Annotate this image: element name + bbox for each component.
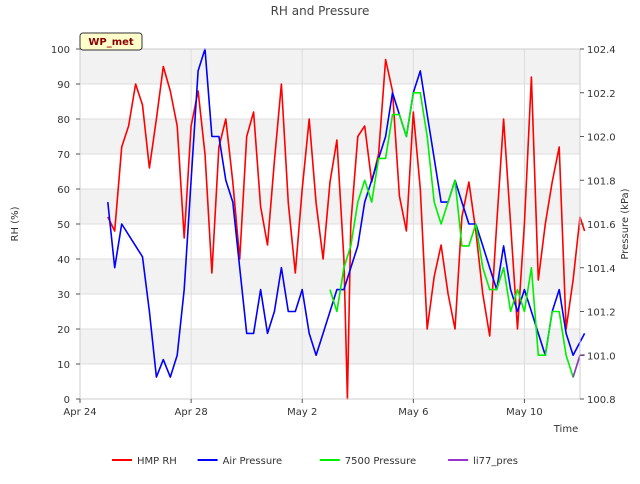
legend-label: 7500 Pressure — [345, 456, 416, 467]
x-axis: Apr 24 Apr 28 May 2 May 6 May 10 — [63, 399, 543, 418]
legend-item: 7500 Pressure — [319, 456, 416, 467]
y-left-tick-label: 20 — [57, 325, 70, 336]
y-left-tick-label: 50 — [57, 220, 70, 231]
x-tick-label: May 2 — [287, 407, 317, 418]
y-axis-right-title: Pressure (kPa) — [620, 188, 631, 259]
grid-band — [80, 329, 580, 364]
legend: HMP RH Air Pressure 7500 Pressure li77_pres — [112, 456, 518, 467]
y-right-tick-label: 101.8 — [587, 176, 616, 187]
y-left-tick-label: 40 — [57, 255, 70, 266]
y-left-tick-label: 100 — [51, 45, 70, 56]
series-line-7500-pressure — [329, 92, 581, 378]
site-badge: WP_met — [79, 32, 143, 51]
legend-label: li77_pres — [473, 456, 518, 467]
y-axis-left-title: RH (%) — [10, 206, 21, 241]
y-right-tick-label: 102.0 — [587, 133, 616, 144]
y-left-tick-label: 70 — [57, 150, 70, 161]
y-right-tick-label: 101.4 — [587, 264, 616, 275]
y-left-tick-label: 90 — [57, 80, 70, 91]
y-right-tick-label: 100.8 — [587, 395, 616, 406]
x-tick-label: Apr 28 — [175, 407, 208, 418]
x-tick-label: Apr 24 — [63, 407, 96, 418]
grid-band — [80, 189, 580, 224]
chart-title: RH and Pressure — [271, 4, 370, 18]
y-right-tick-label: 101.2 — [587, 308, 616, 319]
y-left-tick-label: 60 — [57, 185, 70, 196]
legend-item: Air Pressure — [197, 456, 283, 467]
y-left-tick-label: 80 — [57, 115, 70, 126]
x-axis-title: Time — [553, 424, 578, 435]
site-badge-box — [79, 32, 143, 51]
grid-band — [80, 119, 580, 154]
y-axis-right: 100.8 101.0 101.2 101.4 101.6 101.8 102.0 102.2… — [580, 45, 616, 406]
y-left-tick-label: 10 — [57, 360, 70, 371]
legend-item: li77_pres — [448, 456, 518, 467]
legend-item: HMP RH — [112, 456, 177, 467]
y-left-tick-label: 30 — [57, 290, 70, 301]
legend-label: HMP RH — [137, 456, 177, 467]
y-right-tick-label: 102.2 — [587, 89, 616, 100]
series-line-air-pressure — [107, 48, 586, 378]
grid-band — [80, 49, 580, 84]
y-right-tick-label: 101.0 — [587, 351, 616, 362]
y-axis-left: 0 10 20 30 40 50 60 70 80 90 100 — [51, 45, 80, 406]
x-tick-label: May 10 — [506, 407, 543, 418]
y-right-tick-label: 102.4 — [587, 45, 616, 56]
x-tick-label: May 6 — [398, 407, 428, 418]
site-badge-label: WP_met — [88, 37, 134, 48]
legend-label: Air Pressure — [223, 456, 283, 467]
y-right-tick-label: 101.6 — [587, 220, 616, 231]
y-left-tick-label: 0 — [64, 395, 70, 406]
